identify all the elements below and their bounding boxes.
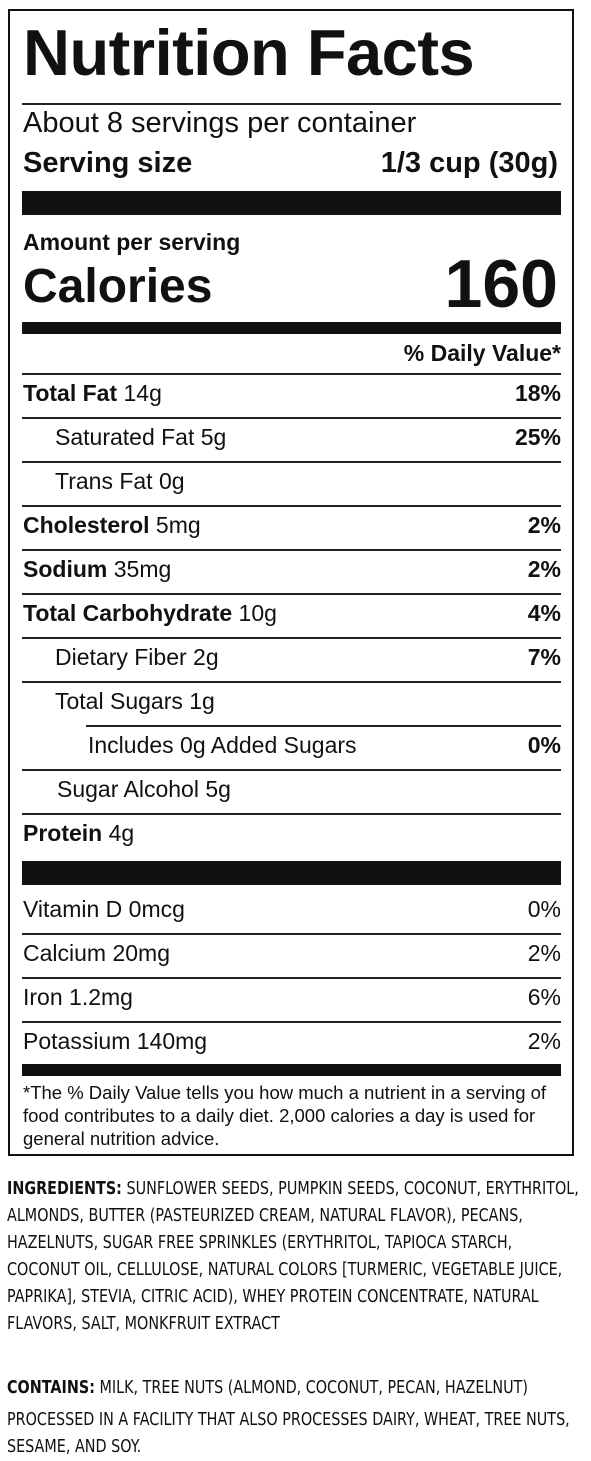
row-divider (22, 977, 561, 979)
nutrition-facts-panel: Nutrition Facts About 8 servings per con… (8, 9, 574, 1156)
calories-label: Calories (23, 260, 213, 313)
thick-divider-top (22, 191, 561, 215)
nutrient-added-sugars: Includes 0g Added Sugars (88, 732, 357, 758)
row-divider (22, 593, 561, 595)
nutrient-sodium: Sodium 35mg (23, 556, 172, 582)
row-divider (22, 1021, 561, 1023)
daily-value-header: % Daily Value* (403, 340, 561, 366)
row-divider (22, 933, 561, 935)
dv-calcium: 2% (527, 940, 561, 966)
dv-dietary-fiber: 7% (527, 644, 561, 670)
allergen-contains-statement: CONTAINS: MILK, TREE NUTS (ALMOND, COCON… (7, 1375, 585, 1402)
thick-divider-footnote (22, 1064, 561, 1076)
nutrient-saturated-fat: Saturated Fat 5g (55, 424, 227, 450)
row-divider (22, 549, 561, 551)
row-divider (22, 461, 561, 463)
row-divider-indented (86, 725, 561, 727)
dv-potassium: 2% (527, 1028, 561, 1054)
nutrient-total-fat: Total Fat 14g (23, 380, 162, 406)
nutrient-trans-fat: Trans Fat 0g (55, 468, 185, 494)
row-divider (22, 417, 561, 419)
dv-added-sugars: 0% (527, 732, 561, 758)
row-divider (22, 681, 561, 683)
calories-value: 160 (444, 246, 558, 322)
daily-value-footnote: *The % Daily Value tells you how much a … (23, 1082, 547, 1149)
servings-per-container: About 8 servings per container (23, 107, 417, 139)
row-divider (22, 637, 561, 639)
ingredients-text: SUNFLOWER SEEDS, PUMPKIN SEEDS, COCONUT,… (7, 1179, 579, 1334)
row-divider (22, 373, 561, 375)
row-divider (22, 505, 561, 507)
facility-statement: PROCESSED IN A FACILITY THAT ALSO PROCES… (7, 1410, 570, 1457)
dv-total-fat: 18% (514, 380, 561, 406)
row-divider (22, 769, 561, 771)
nutrient-cholesterol: Cholesterol 5mg (23, 512, 201, 538)
vitamin-d: Vitamin D 0mcg (23, 896, 185, 922)
row-divider (22, 813, 561, 815)
calcium: Calcium 20mg (23, 940, 170, 966)
serving-size-value: 1/3 cup (30g) (380, 147, 558, 179)
dv-total-carbohydrate: 4% (527, 600, 561, 626)
dv-vitamin-d: 0% (527, 896, 561, 922)
contains-text: MILK, TREE NUTS (ALMOND, COCONUT, PECAN,… (94, 1378, 529, 1398)
iron: Iron 1.2mg (23, 984, 133, 1010)
potassium: Potassium 140mg (23, 1028, 208, 1054)
nutrient-dietary-fiber: Dietary Fiber 2g (55, 644, 219, 670)
nutrient-sugar-alcohol: Sugar Alcohol 5g (57, 776, 231, 802)
nutrient-total-carbohydrate: Total Carbohydrate 10g (23, 600, 277, 626)
nutrient-total-sugars: Total Sugars 1g (55, 688, 215, 714)
dv-sodium: 2% (527, 556, 561, 582)
amount-per-serving: Amount per serving (23, 229, 241, 255)
dv-iron: 6% (527, 984, 561, 1010)
thick-divider-calories (22, 322, 561, 334)
ingredients-label: INGREDIENTS: (7, 1179, 122, 1199)
title-divider (22, 103, 561, 105)
thick-divider-vitamins (22, 861, 561, 885)
ingredients-statement: INGREDIENTS: SUNFLOWER SEEDS, PUMPKIN SE… (7, 1176, 585, 1338)
serving-size-label: Serving size (23, 147, 193, 179)
dv-cholesterol: 2% (527, 512, 561, 538)
panel-title: Nutrition Facts (23, 16, 475, 89)
dv-saturated-fat: 25% (514, 424, 561, 450)
nutrient-protein: Protein 4g (23, 820, 135, 846)
contains-label: CONTAINS: (7, 1378, 95, 1398)
